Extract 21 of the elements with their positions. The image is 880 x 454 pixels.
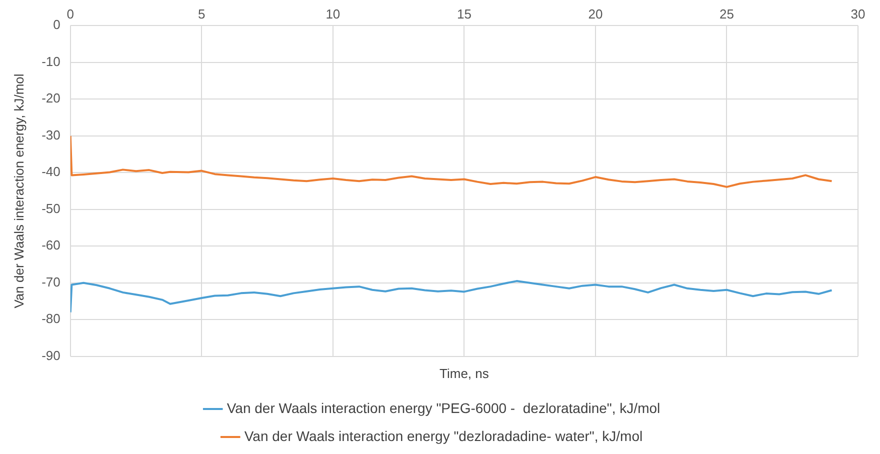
y-tick-label: 0 [53,17,60,32]
y-axis-title: Van der Waals interaction energy, kJ/mol [11,74,26,308]
legend-label: Van der Waals interaction energy "PEG-6000 - dezloratadine", kJ/mol [226,400,660,416]
y-tick-label: -60 [42,238,60,253]
x-tick-label: 30 [850,6,866,22]
x-tick-label: 25 [719,6,734,22]
y-tick-label: -40 [42,164,60,180]
y-tick-label: -80 [42,311,60,326]
y-tick-label: -10 [42,54,60,69]
y-tick-label: -20 [42,90,60,106]
x-tick-label: 10 [326,6,340,22]
x-tick-label: 15 [456,6,472,22]
y-tick-label: -30 [42,127,60,142]
legend-label: Van der Waals interaction energy "dezloradadine- water", kJ/mol [244,428,643,444]
x-tick-label: 0 [66,6,74,22]
x-tick-label: 5 [198,6,206,22]
y-tick-label: -50 [42,200,60,216]
x-tick-label: 20 [588,6,603,22]
y-tick-label: -70 [42,274,60,290]
y-tick-label: -90 [42,348,60,363]
x-axis-title: Time, ns [440,366,490,381]
